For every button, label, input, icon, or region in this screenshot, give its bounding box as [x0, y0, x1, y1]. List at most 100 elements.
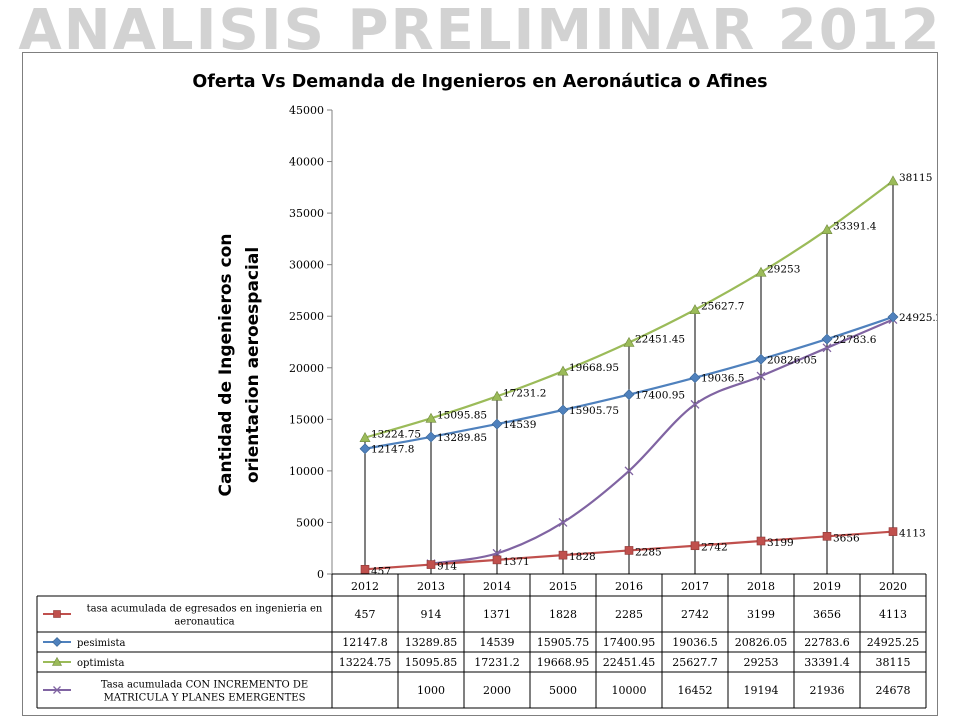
data-point-marker — [887, 311, 899, 323]
data-label: 13289.85 — [437, 432, 487, 444]
data-point-marker — [360, 564, 370, 574]
table-cell-value: 2000 — [483, 684, 511, 697]
chart-frame: Oferta Vs Demanda de Ingenieros en Aeron… — [22, 52, 938, 716]
data-label: 19668.95 — [569, 362, 619, 374]
data-point-marker — [491, 418, 503, 430]
data-label: 3656 — [833, 532, 860, 544]
table-cell-value: 13289.85 — [405, 636, 458, 649]
data-point-marker — [623, 389, 635, 401]
y-tick-label: 10000 — [289, 465, 324, 478]
data-label: 22783.6 — [833, 334, 877, 346]
data-label: 24925.25 — [899, 312, 937, 324]
table-cell-value: 914 — [421, 608, 442, 621]
x-tick-label: 2014 — [483, 580, 511, 593]
data-label: 13224.75 — [371, 429, 421, 441]
x-tick-label: 2012 — [351, 580, 379, 593]
y-tick-label: 0 — [317, 568, 324, 581]
data-point-marker — [888, 527, 898, 536]
data-point-marker — [689, 372, 701, 384]
data-point-marker — [425, 412, 437, 423]
data-point-marker — [690, 541, 700, 551]
data-point-marker — [822, 532, 832, 541]
data-label: 4113 — [899, 528, 926, 540]
legend-entry-text: MATRICULA Y PLANES EMERGENTES — [104, 693, 306, 704]
data-label: 17231.2 — [503, 387, 546, 399]
table-cell-value: 1371 — [483, 608, 511, 621]
data-point-marker — [557, 404, 569, 416]
x-tick-label: 2019 — [813, 580, 841, 593]
x-tick-label: 2015 — [549, 580, 577, 593]
data-point-marker — [689, 304, 701, 315]
y-tick-label: 5000 — [296, 516, 324, 529]
table-cell-value: 17231.2 — [474, 656, 520, 669]
y-tick-label: 40000 — [289, 156, 324, 169]
table-cell-value: 2742 — [681, 608, 709, 621]
y-tick-label: 20000 — [289, 362, 324, 375]
table-cell-value: 22783.6 — [804, 636, 850, 649]
legend-entry-text: Tasa acumulada CON INCREMENTO DE — [101, 680, 308, 691]
data-point-marker — [52, 637, 62, 647]
table-cell-value: 29253 — [744, 656, 779, 669]
data-point-marker — [756, 371, 766, 381]
x-tick-label: 2017 — [681, 580, 709, 593]
table-cell-value: 3199 — [747, 608, 775, 621]
table-cell-value: 3656 — [813, 608, 841, 621]
table-cell-value: 19668.95 — [537, 656, 590, 669]
table-cell-value: 15095.85 — [405, 656, 458, 669]
table-cell-value: 4113 — [879, 608, 907, 621]
table-cell-value: 24925.25 — [867, 636, 920, 649]
table-cell-value: 1000 — [417, 684, 445, 697]
data-label: 1371 — [503, 556, 530, 568]
table-cell-value: 22451.45 — [603, 656, 656, 669]
data-point-marker — [690, 399, 700, 409]
data-point-marker — [359, 432, 371, 442]
data-point-marker — [623, 336, 635, 347]
data-label: 457 — [371, 565, 391, 577]
data-point-marker — [557, 365, 569, 376]
data-point-marker — [624, 466, 634, 476]
data-label: 914 — [437, 561, 457, 573]
data-label: 29253 — [767, 263, 800, 275]
table-cell-value: 14539 — [480, 636, 515, 649]
data-label: 25627.7 — [701, 301, 744, 313]
table-cell-value: 15905.75 — [537, 636, 590, 649]
legend-entry-text: aeronautica — [174, 617, 234, 628]
table-cell-value: 12147.8 — [342, 636, 388, 649]
data-label: 38115 — [899, 172, 932, 184]
data-point-marker — [558, 517, 568, 527]
table-cell-value: 33391.4 — [804, 656, 850, 669]
data-point-marker — [821, 333, 833, 345]
table-cell-value: 5000 — [549, 684, 577, 697]
x-tick-label: 2020 — [879, 580, 907, 593]
series-line — [430, 318, 894, 565]
table-cell-value: 10000 — [612, 684, 647, 697]
table-cell-value: 17400.95 — [603, 636, 656, 649]
data-point-marker — [821, 224, 833, 234]
data-label: 15095.85 — [437, 409, 487, 421]
data-label: 3199 — [767, 537, 794, 549]
table-cell-value: 19036.5 — [672, 636, 718, 649]
data-point-marker — [425, 431, 437, 443]
table-cell-value: 21936 — [810, 684, 845, 697]
legend-entry-text: pesimista — [77, 638, 125, 649]
data-label: 20826.05 — [767, 354, 817, 366]
data-label: 17400.95 — [635, 390, 685, 402]
table-cell-value: 457 — [355, 608, 376, 621]
data-label: 1828 — [569, 551, 596, 563]
data-point-marker — [822, 343, 832, 353]
table-cell-value: 19194 — [744, 684, 779, 697]
data-label: 12147.8 — [371, 444, 414, 456]
data-point-marker — [624, 546, 634, 555]
y-tick-label: 25000 — [289, 310, 324, 323]
table-cell-value: 16452 — [678, 684, 713, 697]
data-point-marker — [53, 686, 61, 694]
line-chart: Oferta Vs Demanda de Ingenieros en Aeron… — [36, 72, 937, 709]
chart-title: Oferta Vs Demanda de Ingenieros en Aeron… — [192, 72, 767, 92]
y-tick-label: 15000 — [289, 413, 324, 426]
data-point-marker — [755, 353, 767, 365]
data-point-marker — [887, 175, 899, 186]
data-point-marker — [51, 656, 63, 666]
data-point-marker — [359, 443, 371, 455]
data-point-marker — [426, 560, 436, 569]
legend-entry-text: optimista — [77, 658, 124, 669]
